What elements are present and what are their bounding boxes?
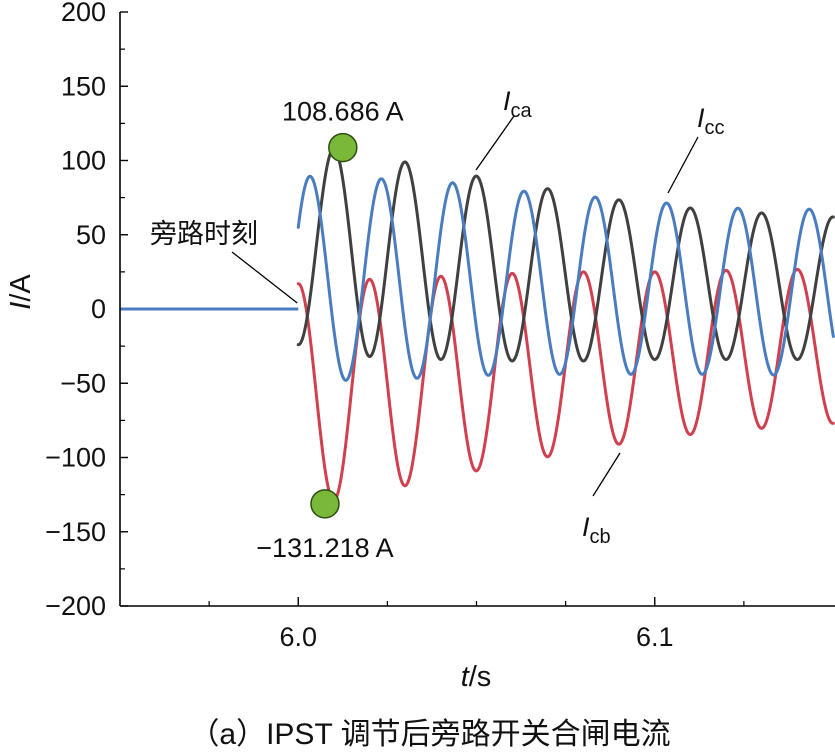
x-tick-labels: 6.0 6.1 [279,622,673,652]
series-cb-leader [592,452,621,497]
y-tick-label: 150 [61,71,106,101]
series-ca-line [296,147,835,363]
series-cc-label: Icc [697,103,725,139]
series-cc-leader [667,136,699,194]
y-tick-label: −50 [60,368,106,398]
series-cb-label: Icb [582,512,611,548]
y-tick-labels: 200 150 100 50 0 −50 −100 −150 −200 [45,0,106,621]
y-tick-label: 100 [61,146,106,176]
peak-marker-2 [310,489,340,519]
series-ca-leader [475,115,515,171]
y-tick-label: 0 [91,294,106,324]
annotations: Ica Icb Icc 旁路时刻 [150,86,725,548]
x-axis-title: t/s [461,661,492,693]
y-tick-label: 50 [76,220,106,250]
figure-caption: （a）IPST 调节后旁路开关合闸电流 [189,718,670,751]
switch-annotation-leader [231,251,298,304]
y-axis-title: I/A [5,274,37,310]
switch-annotation-label: 旁路时刻 [150,219,258,249]
y-tick-label: 200 [61,0,106,27]
series-cb-line [296,267,835,503]
series-cc-line [296,174,835,382]
x-tick-marks [208,597,745,606]
peak-label-1: 108.686 A [282,97,404,127]
y-tick-label: −200 [45,591,106,621]
y-tick-label: −150 [45,517,106,547]
series-group [120,147,835,503]
peak-marker-1 [328,132,358,163]
y-tick-label: −100 [45,443,106,473]
x-tick-label: 6.1 [636,622,674,652]
series-ca-label: Ica [503,86,533,122]
x-tick-label: 6.0 [279,622,317,652]
peak-label-2: −131.218 A [256,533,393,563]
point-markers: 108.686 A −131.218 A [256,97,403,563]
